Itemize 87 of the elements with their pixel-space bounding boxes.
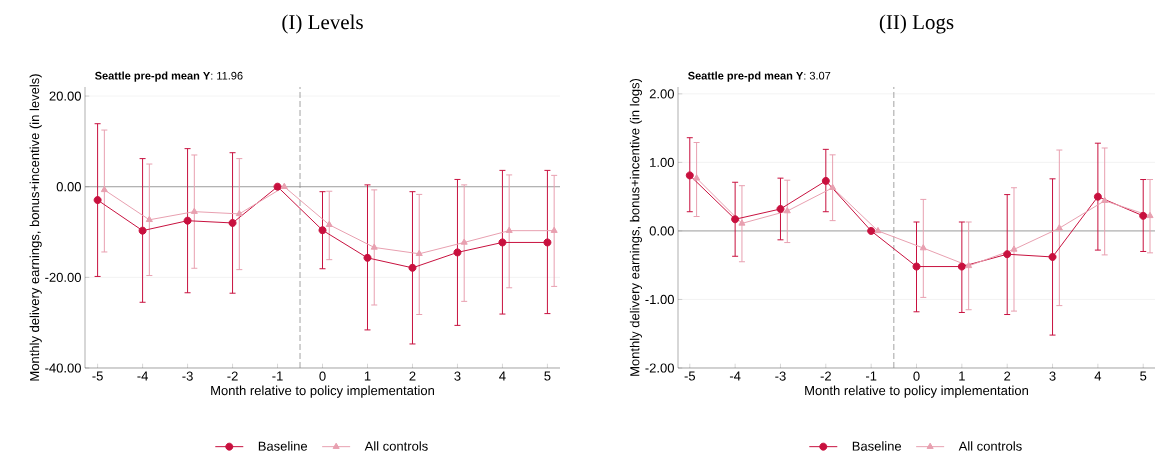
y-tick-label: 1.00 — [650, 157, 674, 167]
x-axis-title: Month relative to policy implementation — [211, 385, 434, 398]
point — [228, 218, 237, 227]
point — [776, 204, 785, 213]
point — [783, 207, 791, 214]
point — [1048, 252, 1057, 261]
x-tick-label: 0 — [319, 371, 326, 381]
point — [738, 219, 746, 226]
x-tick-label: 3 — [1049, 371, 1056, 381]
x-tick-label: -3 — [182, 371, 193, 381]
point — [498, 238, 507, 247]
point — [1003, 250, 1012, 259]
legend-label: Baseline — [852, 441, 902, 451]
x-tick-label: 5 — [544, 371, 551, 381]
point — [190, 207, 198, 214]
text: Seattle pre-pd mean Y: 11.96 — [95, 71, 243, 82]
y-axis-title: Monthly delivery earnings, bonus+incentive (in logs) — [629, 78, 642, 376]
legend-label: All controls — [364, 441, 428, 451]
y-tick-label: 0.00 — [56, 182, 81, 192]
x-tick-label: 1 — [959, 371, 965, 381]
point — [408, 263, 417, 272]
x-tick-label: -2 — [227, 371, 238, 381]
point — [280, 182, 288, 189]
x-tick-label: -4 — [729, 371, 741, 381]
x-tick-label: 2 — [409, 371, 416, 381]
point — [1139, 211, 1148, 220]
point — [821, 176, 830, 185]
x-tick-label: 2 — [1004, 371, 1011, 381]
point — [370, 243, 378, 250]
x-tick-label: 3 — [454, 371, 461, 381]
point — [1093, 192, 1102, 201]
legend-label: All controls — [958, 441, 1022, 451]
point — [460, 238, 468, 245]
point — [415, 249, 423, 257]
y-tick-label: 2.00 — [649, 89, 674, 99]
point — [100, 185, 108, 193]
point — [453, 248, 462, 257]
point — [93, 196, 102, 205]
point — [325, 220, 333, 228]
x-tick-label: -3 — [775, 371, 786, 381]
point — [867, 226, 876, 235]
point — [731, 215, 740, 224]
point — [1055, 224, 1063, 231]
text: Seattle pre-pd mean Y: 3.07 — [688, 71, 831, 82]
point — [874, 226, 882, 234]
point — [505, 226, 513, 233]
point — [685, 171, 694, 180]
y-tick-label: 0.00 — [649, 226, 674, 236]
point — [363, 253, 372, 262]
point — [183, 216, 192, 225]
legend-label: Baseline — [258, 441, 308, 451]
point — [693, 174, 701, 181]
point — [957, 262, 966, 271]
chart-title: (II) Logs — [879, 14, 954, 34]
x-tick-label: 0 — [913, 371, 920, 381]
point — [550, 226, 558, 233]
chart-title: (I) Levels — [282, 14, 363, 34]
x-tick-label: -5 — [684, 371, 696, 381]
point — [919, 244, 927, 251]
x-tick-label: -1 — [272, 371, 283, 381]
point — [829, 183, 837, 190]
point — [145, 215, 153, 223]
point — [318, 226, 327, 235]
point — [1146, 211, 1154, 219]
x-tick-label: -4 — [137, 371, 148, 381]
x-tick-label: 4 — [499, 371, 506, 381]
y-tick-label: -40.00 — [45, 363, 81, 373]
point — [965, 261, 973, 269]
y-tick-label: -20.00 — [45, 272, 81, 282]
point — [138, 226, 147, 235]
point — [543, 238, 552, 247]
x-tick-label: 5 — [1140, 371, 1147, 381]
point — [273, 182, 282, 191]
point — [235, 209, 243, 217]
x-tick-label: -2 — [820, 371, 831, 381]
point — [1010, 245, 1018, 252]
point — [912, 262, 921, 271]
x-axis-title: Month relative to policy implementation — [805, 385, 1028, 398]
x-tick-label: 1 — [364, 371, 371, 381]
y-tick-label: -1.00 — [645, 294, 674, 305]
y-tick-label: 20.00 — [49, 91, 81, 101]
y-axis-title: Monthly delivery earnings, bonus+incentive (in levels) — [29, 74, 42, 381]
point — [1101, 196, 1109, 204]
x-tick-label: -5 — [92, 371, 103, 381]
x-tick-label: 4 — [1094, 371, 1102, 381]
y-tick-label: -2.00 — [645, 363, 674, 373]
x-tick-label: -1 — [865, 371, 877, 381]
